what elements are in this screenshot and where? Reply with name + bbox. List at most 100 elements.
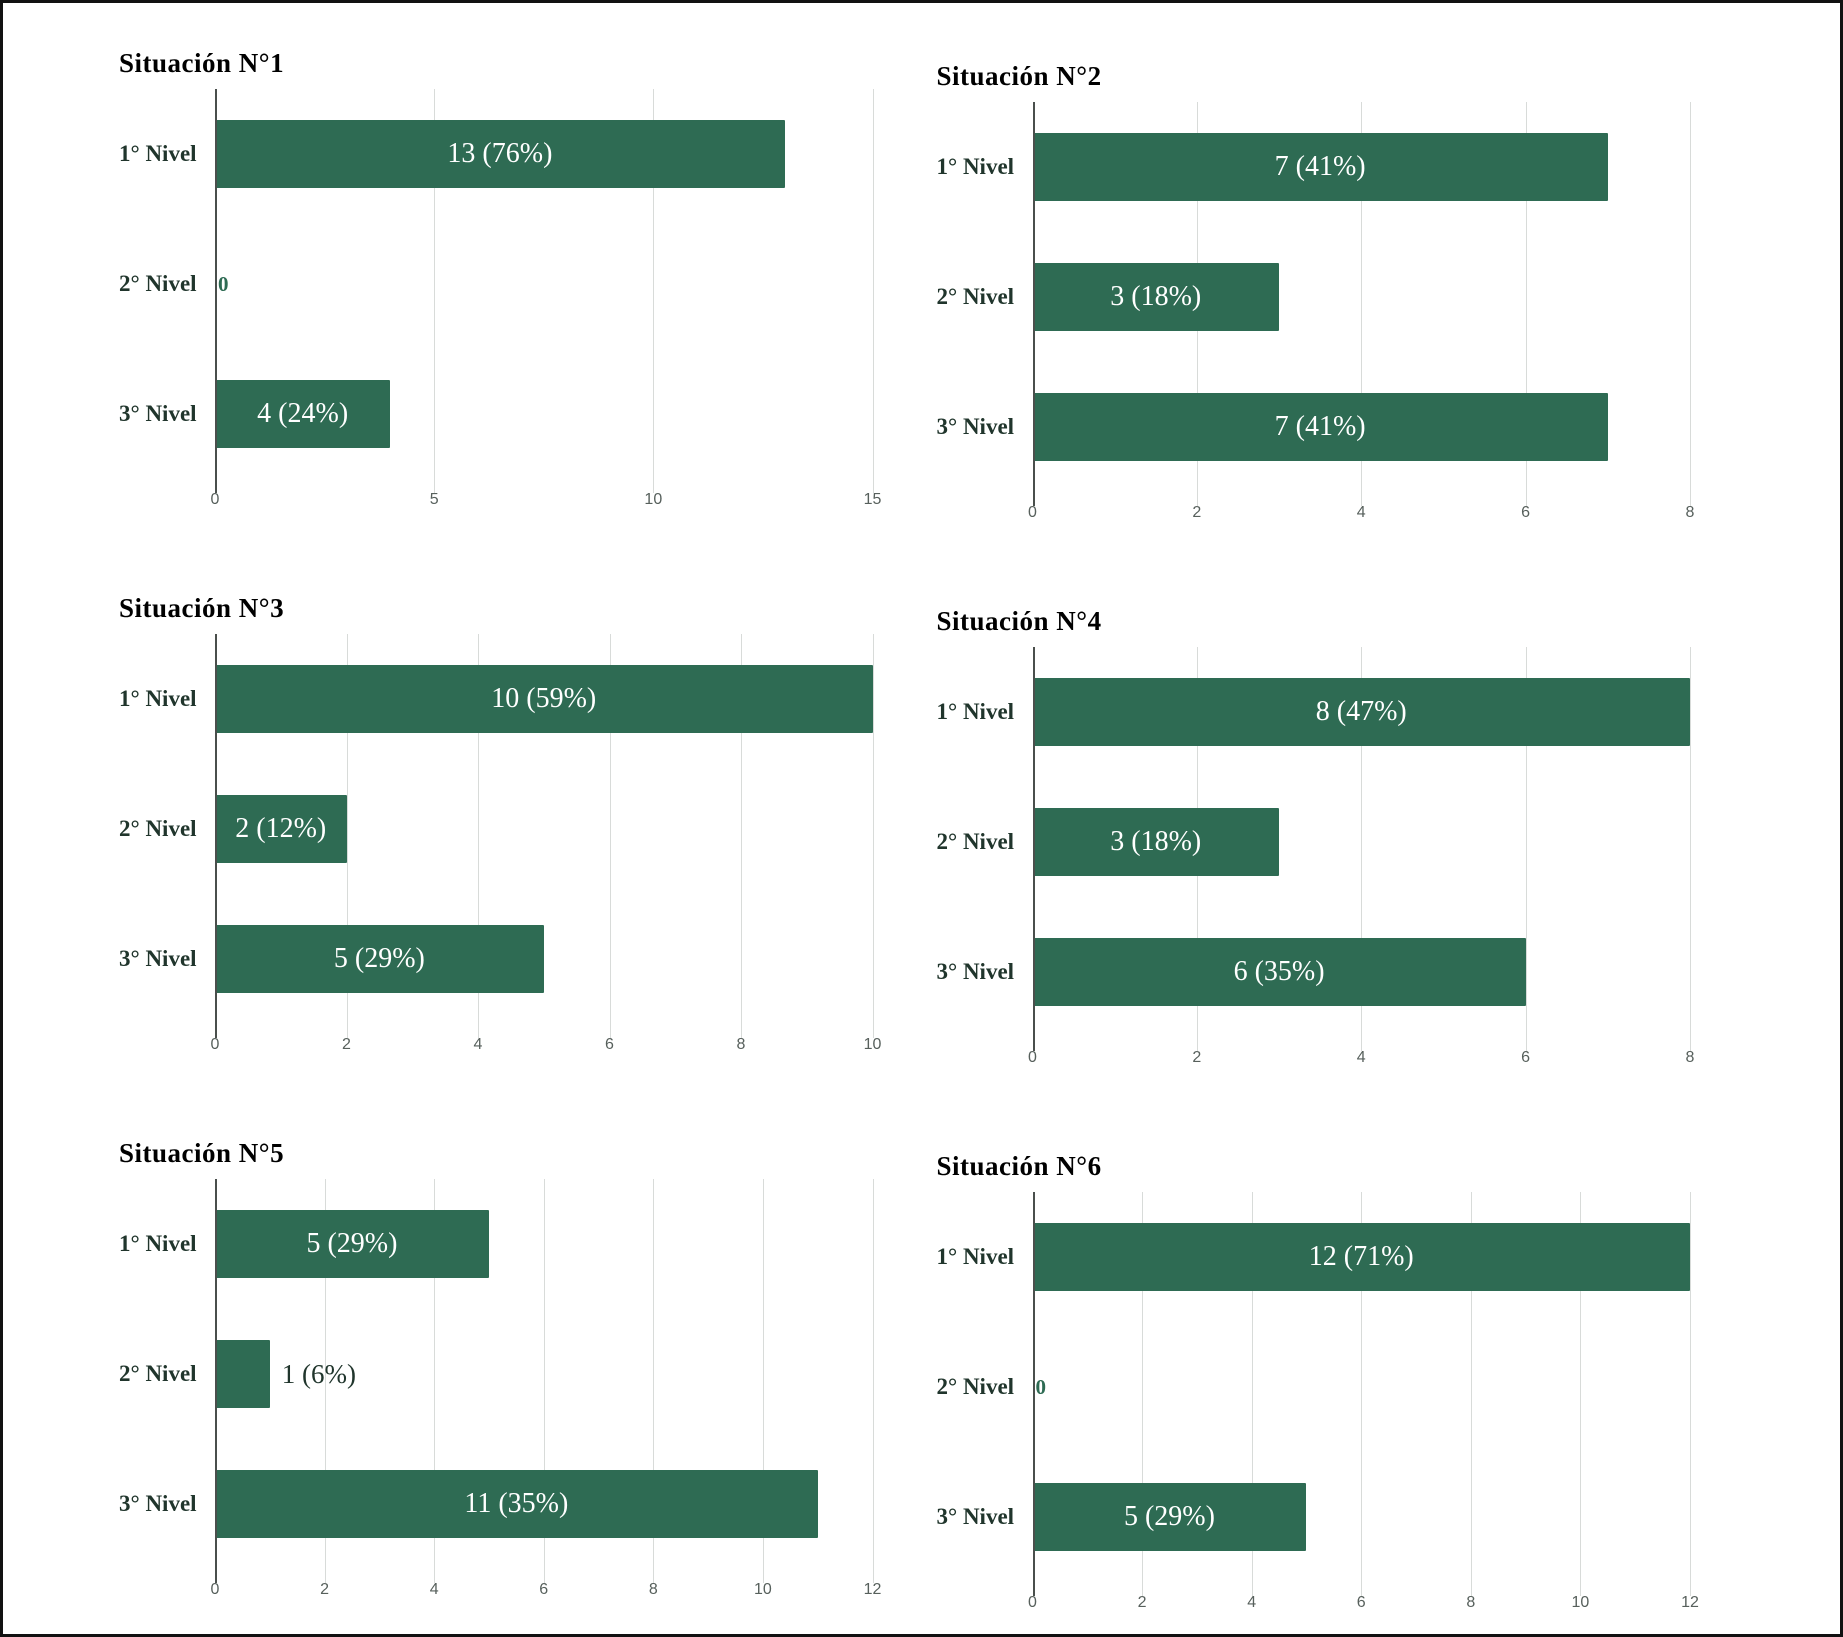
axis-baseline [1032,102,1035,506]
plot-area: 5 (29%) 1 (6%) 11 (35%) [215,1179,874,1583]
axis-tick-label: 5 [429,491,439,508]
bar-value-label: 3 (18%) [1110,826,1202,857]
category-label: 1° Nivel [119,141,197,166]
gridline [1361,1192,1363,1596]
bar-row: 13 (76%) [215,89,873,219]
bar [215,1340,270,1408]
axis-ticks-row: 0 2 4 6 8 [1028,1037,1694,1067]
plot-area: 10 (59%) 2 (12%) 5 (29%) [215,634,874,1038]
axis-tick-label: 0 [1028,1594,1037,1611]
zero-value-label: 0 [1035,1374,1047,1399]
axis-tick-label: 12 [863,1581,882,1598]
gridline [653,89,655,493]
axis-tick-label: 8 [1685,1049,1695,1066]
bar-value-label: 2 (12%) [235,813,327,844]
gridline [324,1179,326,1583]
bar-row: 2 (12%) [215,764,873,894]
category-label: 2° Nivel [936,284,1015,309]
axis-baseline [215,1179,217,1583]
bar: 4 (24%) [215,380,391,448]
gridline [1690,647,1691,1051]
axis-tick-label: 6 [1521,1049,1531,1066]
gridline [1251,1192,1253,1596]
gridline [478,634,479,1038]
category-labels-column: 1° Nivel 2° Nivel 3° Nivel [937,1192,1033,1582]
category-label: 2° Nivel [936,829,1015,854]
chart-title: Situación N°2 [936,61,1102,91]
gridline [543,1179,545,1583]
bar-value-label: 7 (41%) [1274,151,1366,182]
axis-tick-label: 8 [736,1036,746,1053]
bar: 7 (41%) [1032,393,1608,461]
category-labels-column: 1° Nivel 2° Nivel 3° Nivel [937,647,1033,1037]
axis-tick-label: 8 [648,1581,658,1598]
bar: 6 (35%) [1032,938,1526,1006]
gridline [1361,647,1363,1051]
bar-row: 1 (6%) [215,1309,873,1439]
category-label: 3° Nivel [936,959,1015,984]
bar: 3 (18%) [1032,808,1280,876]
bar-row: 4 (24%) [215,349,873,479]
category-label: 2° Nivel [936,1374,1015,1399]
axis-baseline [1032,647,1035,1051]
bar: 13 (76%) [215,120,785,188]
bar-row: 7 (41%) [1032,362,1691,492]
category-label: 1° Nivel [119,686,197,711]
axis-tick-label: 0 [1028,504,1037,521]
axis-tick-label: 6 [1356,1594,1366,1611]
bar-value-label: 6 (35%) [1233,956,1325,987]
chart-situacion-4: Situación N°4 1° Nivel 2° Nivel 3° Nivel 8 (… [937,605,1695,1067]
bar: 5 (29%) [1032,1483,1307,1551]
bar: 8 (47%) [1032,678,1690,746]
gridline [1690,102,1691,506]
axis-tick-label: 2 [1192,1049,1202,1066]
category-label: 3° Nivel [936,414,1015,439]
axis-ticks-row: 0 2 4 6 8 10 [211,1024,882,1054]
bar: 5 (29%) [215,925,544,993]
bar-value-label: 5 (29%) [333,943,425,974]
axis-tick-label: 10 [754,1581,772,1598]
chart-body: 1° Nivel 2° Nivel 3° Nivel 13 (76%) 0 4 (24%) [119,89,874,493]
chart-body: 1° Nivel 2° Nivel 3° Nivel 8 (47%) 3 (18%) 6 … [937,647,1691,1051]
bar-value-label: 10 (59%) [491,683,597,714]
bar-value-label: 12 (71%) [1308,1241,1414,1272]
bar-row: 12 (71%) [1032,1192,1690,1322]
axis-ticks-row: 0 5 10 15 [211,479,882,509]
gridline [872,1179,874,1583]
category-label: 2° Nivel [119,1361,197,1386]
axis-ticks-row: 0 2 4 6 8 10 12 [1028,1582,1699,1612]
bar: 7 (41%) [1032,133,1608,201]
bar: 10 (59%) [215,665,873,733]
chart-situacion-6: Situación N°6 1° Nivel 2° Nivel 3° Nivel 12 … [937,1150,1699,1612]
axis-tick-label: 15 [863,491,882,508]
gridline [1580,1192,1582,1596]
chart-body: 1° Nivel 2° Nivel 3° Nivel 7 (41%) 3 (18%) 7 … [937,102,1691,506]
gridline [1142,1192,1144,1596]
bar-row: 11 (35%) [215,1439,873,1569]
chart-body: 1° Nivel 2° Nivel 3° Nivel 5 (29%) 1 (6%) 11 … [119,1179,874,1583]
gridline [434,89,436,493]
category-label: 1° Nivel [936,1244,1015,1269]
axis-ticks-row: 0 2 4 6 8 [1028,492,1694,522]
axis-tick-label: 4 [1356,1049,1366,1066]
axis-tick-label: 4 [1247,1594,1257,1611]
axis-tick-label: 6 [539,1581,549,1598]
chart-body: 1° Nivel 2° Nivel 3° Nivel 12 (71%) 0 5 (29%) [937,1192,1691,1596]
axis-tick-label: 6 [1521,504,1531,521]
axis-tick-label: 6 [605,1036,614,1053]
zero-value-label: 0 [218,271,229,296]
bar-row: 3 (18%) [1032,232,1691,362]
category-label: 2° Nivel [119,271,197,296]
axis-tick-label: 10 [863,1036,882,1053]
gridline [346,634,348,1038]
gridline [1525,102,1527,506]
category-labels-column: 1° Nivel 2° Nivel 3° Nivel [937,102,1033,492]
axis-tick-label: 10 [1571,1594,1590,1611]
gridline [653,1179,655,1583]
bar-row: 3 (18%) [1032,777,1691,907]
category-label: 3° Nivel [119,1491,197,1516]
bar-value-label: 1 (6%) [281,1358,357,1389]
category-label: 3° Nivel [119,946,197,971]
chart-title: Situación N°1 [119,48,285,78]
